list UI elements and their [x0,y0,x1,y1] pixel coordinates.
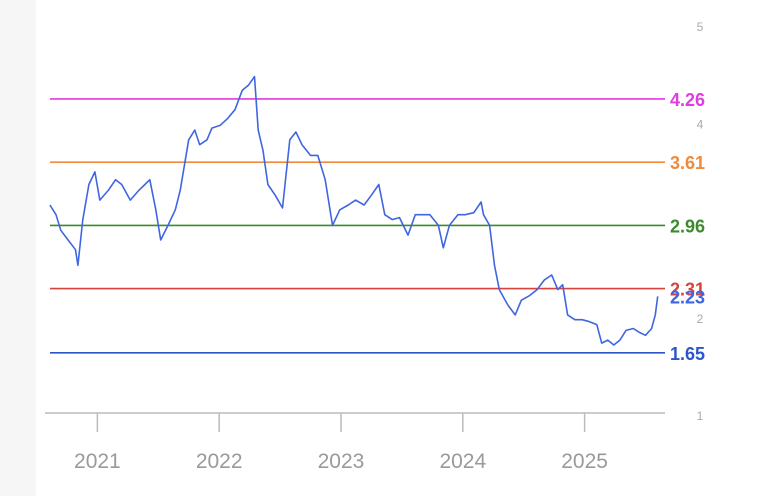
x-tick-label: 2021 [74,450,121,473]
last-value-label: 2.23 [670,287,705,307]
x-tick-label: 2022 [196,450,243,473]
x-tick-label: 2023 [318,450,365,473]
y-tick-label: 5 [697,20,704,34]
reference-label: 2.31 [670,280,705,300]
y-tick-label: 4 [697,117,704,131]
x-tick-label: 2024 [439,450,486,473]
side-strip [0,0,36,496]
x-tick-label: 2025 [561,450,608,473]
price-line [49,75,659,346]
reference-label: 3.61 [670,153,705,173]
y-tick-label: 1 [697,409,704,423]
y-tick-label: 2 [697,312,704,326]
reference-label: 1.65 [670,344,705,364]
reference-label: 2.96 [670,216,705,236]
reference-label: 4.26 [670,90,705,110]
